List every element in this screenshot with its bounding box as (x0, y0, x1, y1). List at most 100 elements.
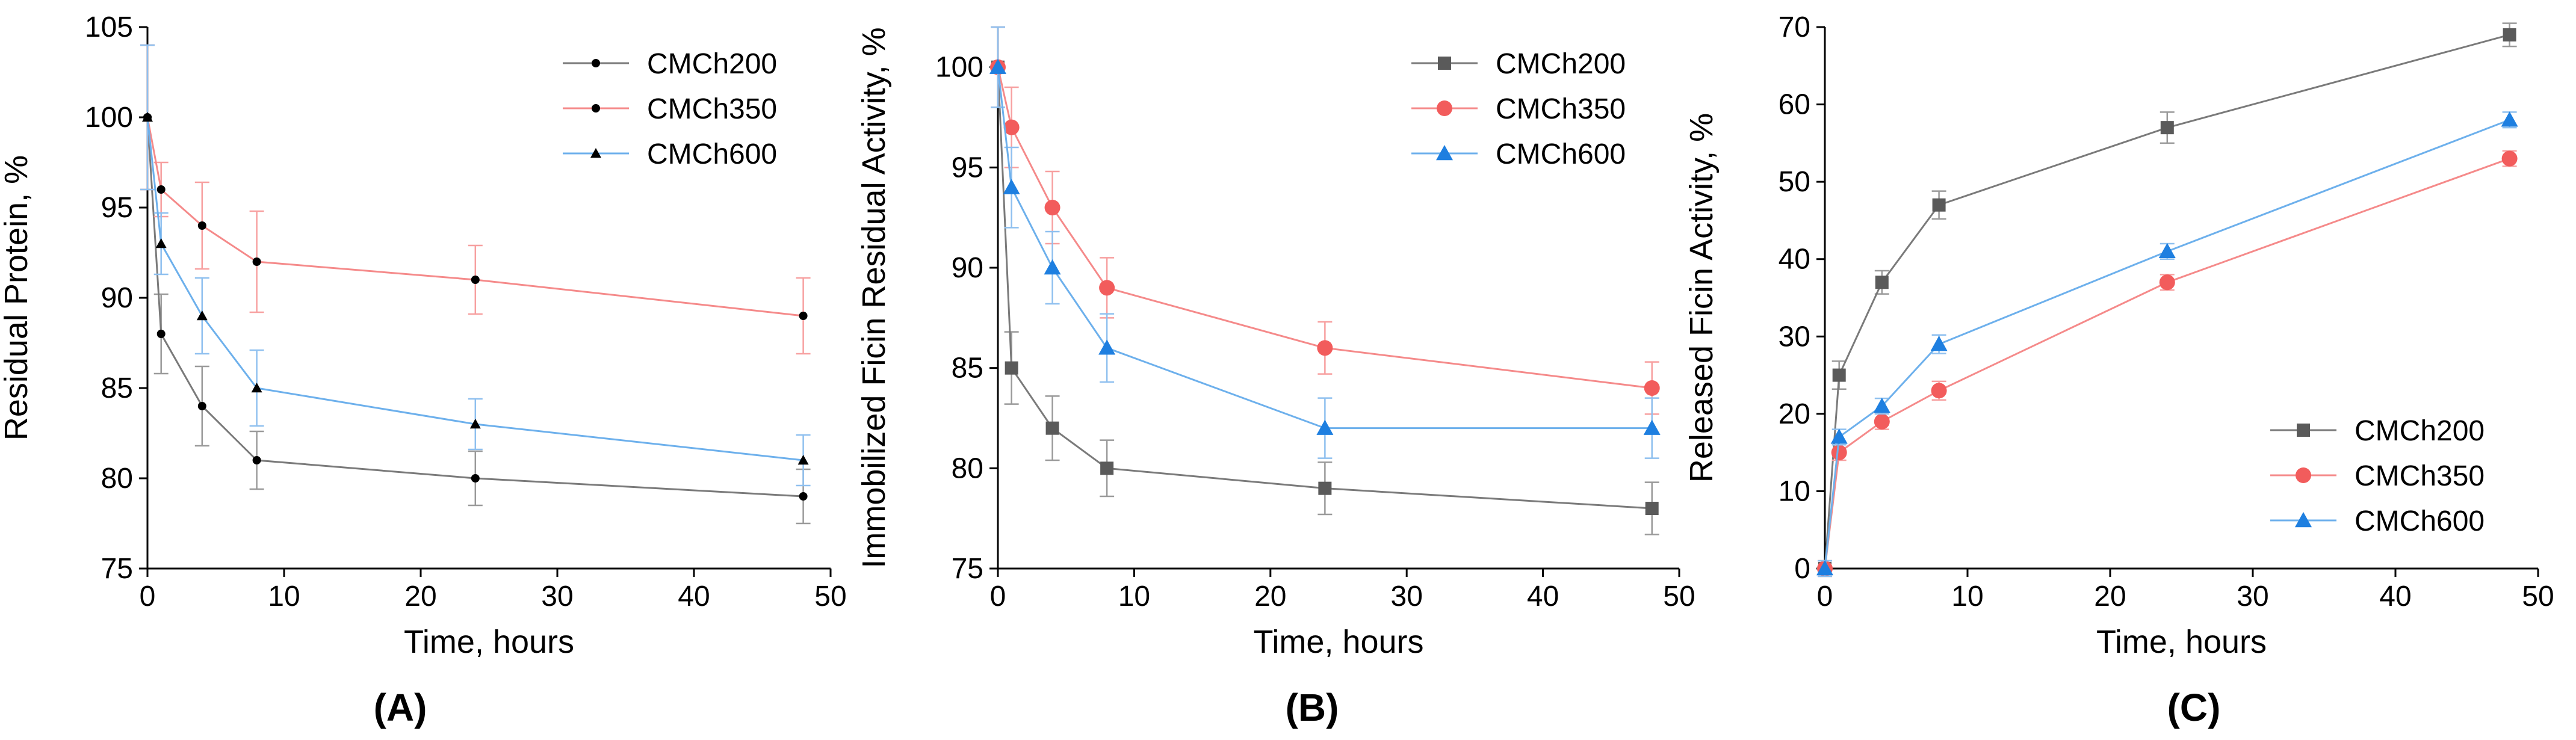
legend-swatch-marker (1436, 145, 1453, 161)
y-axis-title: Immobilized Ficin Residual Activity, % (856, 27, 892, 568)
data-point (1932, 198, 1946, 212)
y-tick-label: 0 (1794, 553, 1810, 585)
x-tick-label: 50 (1663, 581, 1695, 612)
legend-label: CMCh350 (1496, 93, 1626, 125)
series-line (997, 67, 1652, 430)
legend-label: CMCh200 (2355, 415, 2485, 447)
data-point (252, 456, 261, 464)
series-cmch200 (140, 44, 811, 525)
data-point (251, 383, 262, 393)
legend-label: CMCh350 (647, 93, 777, 125)
x-tick-label: 10 (268, 581, 300, 612)
y-tick-label: 95 (952, 152, 983, 183)
legend-label: CMCh200 (1496, 48, 1626, 80)
y-tick-label: 100 (85, 102, 133, 134)
data-point (1875, 276, 1889, 289)
data-point (2160, 121, 2174, 135)
data-point (1931, 383, 1947, 399)
series-cmch600 (1816, 111, 2518, 578)
y-tick-label: 85 (952, 353, 983, 384)
legend-swatch-marker (1437, 100, 1452, 116)
data-point (197, 221, 206, 230)
y-tick-label: 85 (101, 372, 133, 404)
legend-swatch-marker (2296, 467, 2311, 483)
x-tick-label: 10 (1951, 581, 1983, 612)
legend: CMCh200 CMCh350 CMCh600 (563, 48, 777, 170)
legend-label: CMCh600 (1496, 138, 1626, 170)
legend-label: CMCh600 (647, 138, 777, 170)
x-tick-label: 0 (140, 581, 156, 612)
data-point (1100, 461, 1114, 475)
data-point (471, 474, 480, 483)
series-cmch600 (989, 26, 1661, 459)
series-line (146, 117, 803, 498)
series-cmch200 (1818, 22, 2517, 578)
data-point (1831, 445, 1847, 461)
y-tick-label: 20 (1779, 398, 1810, 430)
y-tick-label: 95 (101, 192, 133, 224)
data-point (1099, 280, 1115, 296)
y-tick-label: 80 (952, 452, 983, 484)
legend-label: CMCh350 (2355, 460, 2485, 492)
x-tick-label: 30 (1391, 581, 1423, 612)
data-point (1044, 259, 1061, 275)
series-cmch350 (140, 44, 811, 355)
legend-swatch-marker (1438, 57, 1451, 70)
legend-swatch-marker (2297, 424, 2310, 437)
legend-swatch-marker (590, 148, 601, 158)
series-line (1824, 34, 2510, 569)
legend-swatch-marker (2295, 512, 2312, 528)
data-point (1874, 413, 1890, 430)
data-point (1098, 339, 1116, 355)
series-cmch600 (140, 44, 811, 487)
data-point (252, 257, 261, 266)
x-tick-label: 50 (2522, 581, 2554, 612)
data-point (1003, 119, 1020, 135)
x-tick-label: 20 (1254, 581, 1286, 612)
data-point (1830, 428, 1848, 444)
data-point (155, 238, 167, 248)
x-tick-label: 40 (1527, 581, 1559, 612)
data-point (2159, 274, 2175, 291)
y-tick-label: 50 (1779, 166, 1810, 198)
data-point (989, 58, 1006, 74)
data-point (2501, 111, 2518, 127)
x-tick-label: 20 (404, 581, 436, 612)
data-point (799, 312, 808, 320)
panel-label: (C) (2167, 686, 2221, 729)
data-point (2158, 242, 2176, 259)
data-point (1832, 368, 1846, 382)
data-point (1003, 179, 1020, 194)
x-tick-label: 30 (2237, 581, 2268, 612)
data-point (1317, 340, 1333, 356)
y-tick-label: 75 (101, 553, 133, 585)
legend-label: CMCh200 (647, 48, 777, 80)
data-point (797, 455, 809, 465)
data-point (196, 310, 208, 321)
x-tick-label: 0 (1817, 581, 1833, 612)
y-tick-label: 100 (935, 52, 983, 84)
data-point (197, 402, 206, 410)
series-cmch200 (991, 26, 1659, 535)
chart-panel-2: 0 10 20 30 40 50 75 80 85 90 95 100 Time, hours Immob… (856, 26, 1695, 729)
x-tick-label: 20 (2094, 581, 2126, 612)
chart-panel-1: 0 10 20 30 40 50 75 80 85 90 95 100 105 Time, hours Re… (0, 11, 847, 729)
data-point (2503, 28, 2516, 42)
data-point (156, 330, 166, 338)
y-tick-label: 30 (1779, 321, 1810, 353)
x-axis-title: Time, hours (2096, 624, 2267, 660)
y-tick-label: 90 (101, 282, 133, 314)
data-point (1318, 481, 1332, 495)
y-tick-label: 105 (85, 11, 133, 43)
data-point (469, 419, 481, 429)
chart-panel-3: 0 10 20 30 40 50 0 10 20 30 40 50 60 70 Time, hours Rel… (1683, 11, 2554, 729)
panel-label: (A) (374, 686, 427, 729)
x-tick-label: 50 (814, 581, 846, 612)
y-axis-title: Residual Protein, % (0, 155, 34, 440)
legend-label: CMCh600 (2355, 505, 2485, 537)
series-line (1824, 119, 2510, 569)
series-cmch350 (990, 26, 1660, 415)
data-point (1644, 380, 1660, 396)
y-axis-title: Released Ficin Activity, % (1683, 113, 1720, 483)
